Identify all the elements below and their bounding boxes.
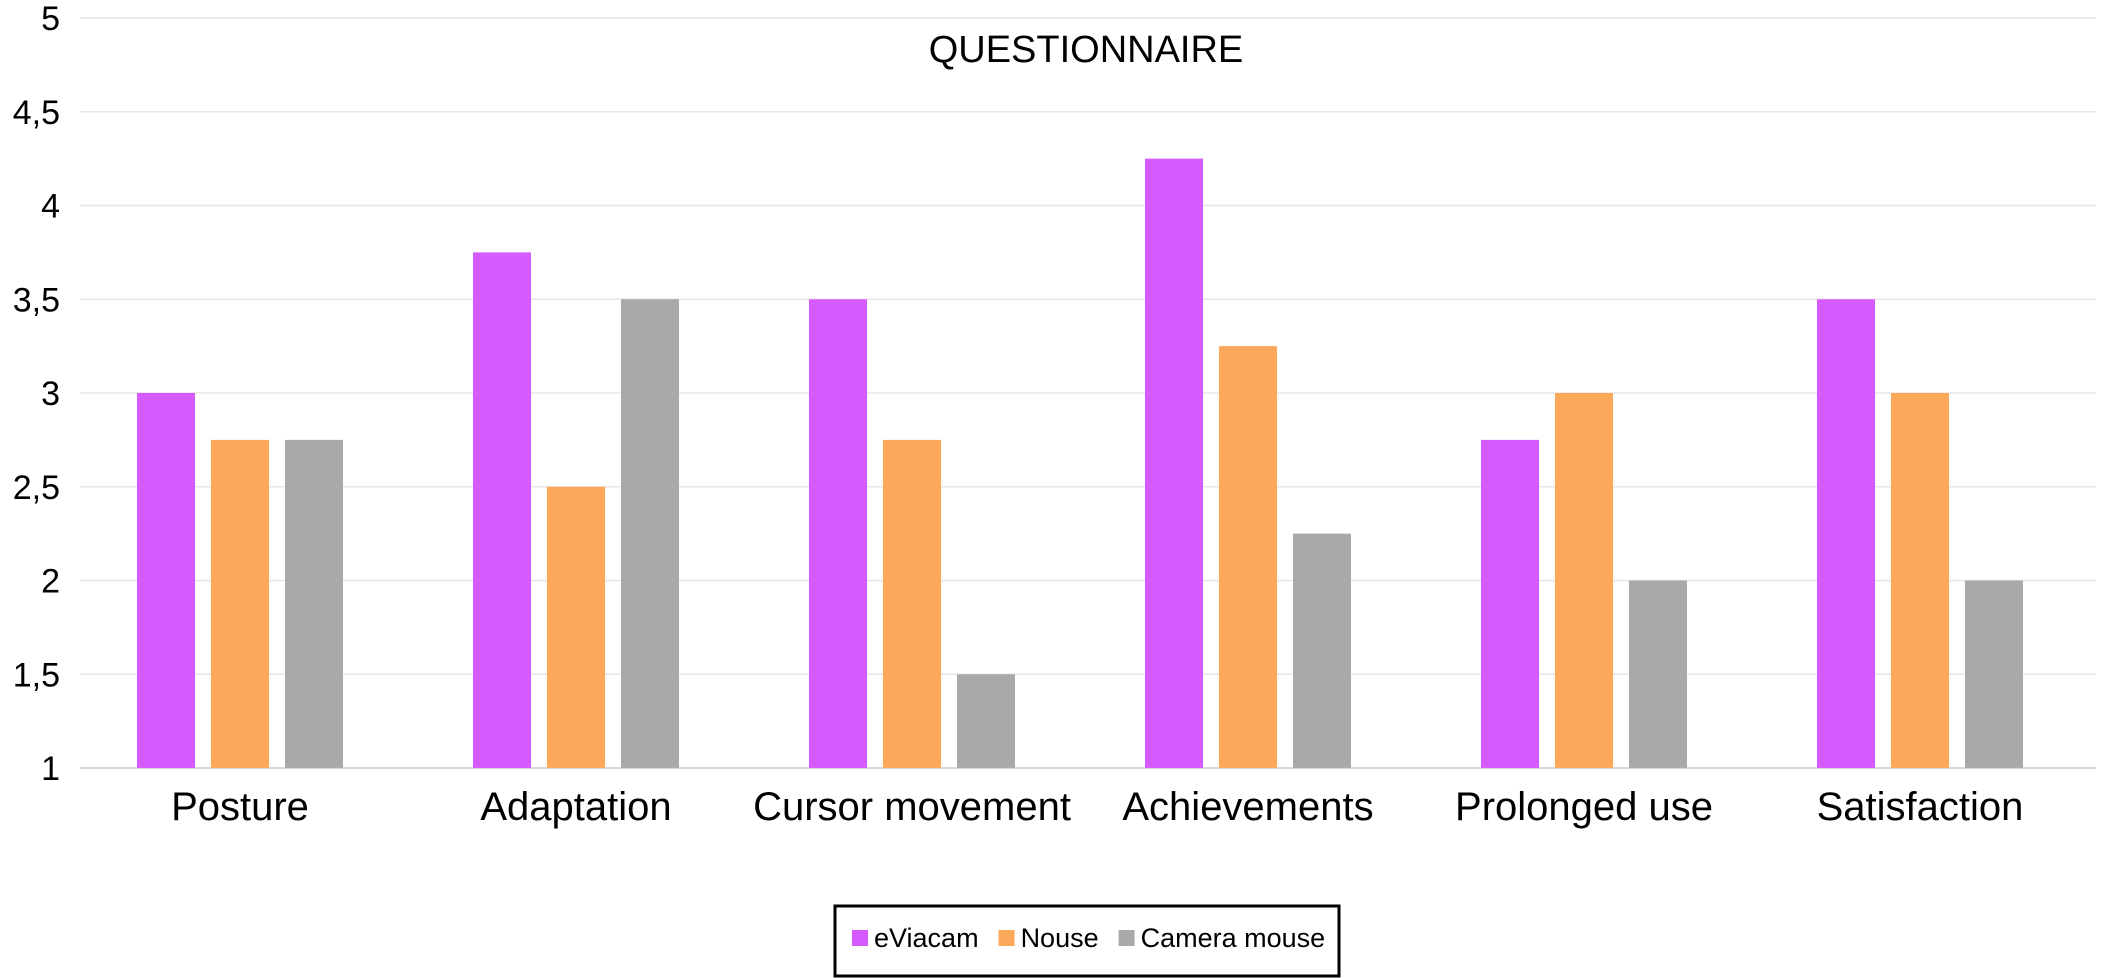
y-tick-label: 3 [41, 375, 60, 413]
y-tick-label: 1 [41, 750, 60, 788]
bar [957, 674, 1015, 768]
x-tick-label: Posture [171, 785, 309, 829]
bar [1481, 439, 1539, 768]
bar [285, 439, 343, 768]
bar [211, 439, 269, 768]
y-tick-label: 1,5 [13, 656, 60, 694]
legend: eViacam Nouse Camera mouse [833, 904, 1341, 978]
legend-box [833, 904, 1341, 978]
bar [1555, 393, 1613, 768]
y-tick-label: 4 [41, 188, 60, 226]
legend-swatch [998, 930, 1015, 946]
bar [473, 252, 531, 768]
bar [1965, 580, 2023, 768]
y-tick-label: 2,5 [13, 469, 60, 507]
legend-label: Camera mouse [1141, 923, 1326, 953]
y-axis-ticks: 1 1,5 2 2,5 3 3,5 4 4,5 5 [13, 0, 60, 788]
y-tick-label: 3,5 [13, 281, 60, 319]
x-tick-label: Satisfaction [1817, 785, 2024, 829]
bar [137, 393, 195, 768]
x-tick-label: Cursor movement [753, 785, 1071, 829]
legend-swatch [852, 930, 868, 946]
category-labels: Posture Adaptation Cursor movement Achievem… [171, 785, 2023, 829]
x-tick-label: Achievements [1122, 785, 1373, 829]
bars [137, 158, 2023, 768]
bar [883, 439, 941, 768]
legend-label: Nouse [1021, 923, 1099, 953]
bar [1293, 533, 1351, 768]
legend-label: eViacam [874, 923, 979, 953]
y-tick-label: 2 [41, 563, 60, 601]
gridlines [80, 17, 2096, 675]
bar [1145, 158, 1203, 768]
bar [1891, 393, 1949, 768]
bar [1817, 299, 1875, 768]
legend-swatch [1118, 930, 1135, 946]
bar [621, 299, 679, 768]
y-tick-label: 4,5 [13, 94, 60, 132]
bar [1629, 580, 1687, 768]
bar [1219, 346, 1277, 768]
chart-title: QUESTIONNAIRE [929, 29, 1244, 71]
x-tick-label: Prolonged use [1455, 785, 1713, 829]
x-tick-label: Adaptation [480, 785, 671, 829]
legend-items: eViacam Nouse Camera mouse [852, 923, 1325, 953]
y-tick-label: 5 [41, 0, 60, 38]
bar [547, 486, 605, 768]
bar [809, 299, 867, 768]
